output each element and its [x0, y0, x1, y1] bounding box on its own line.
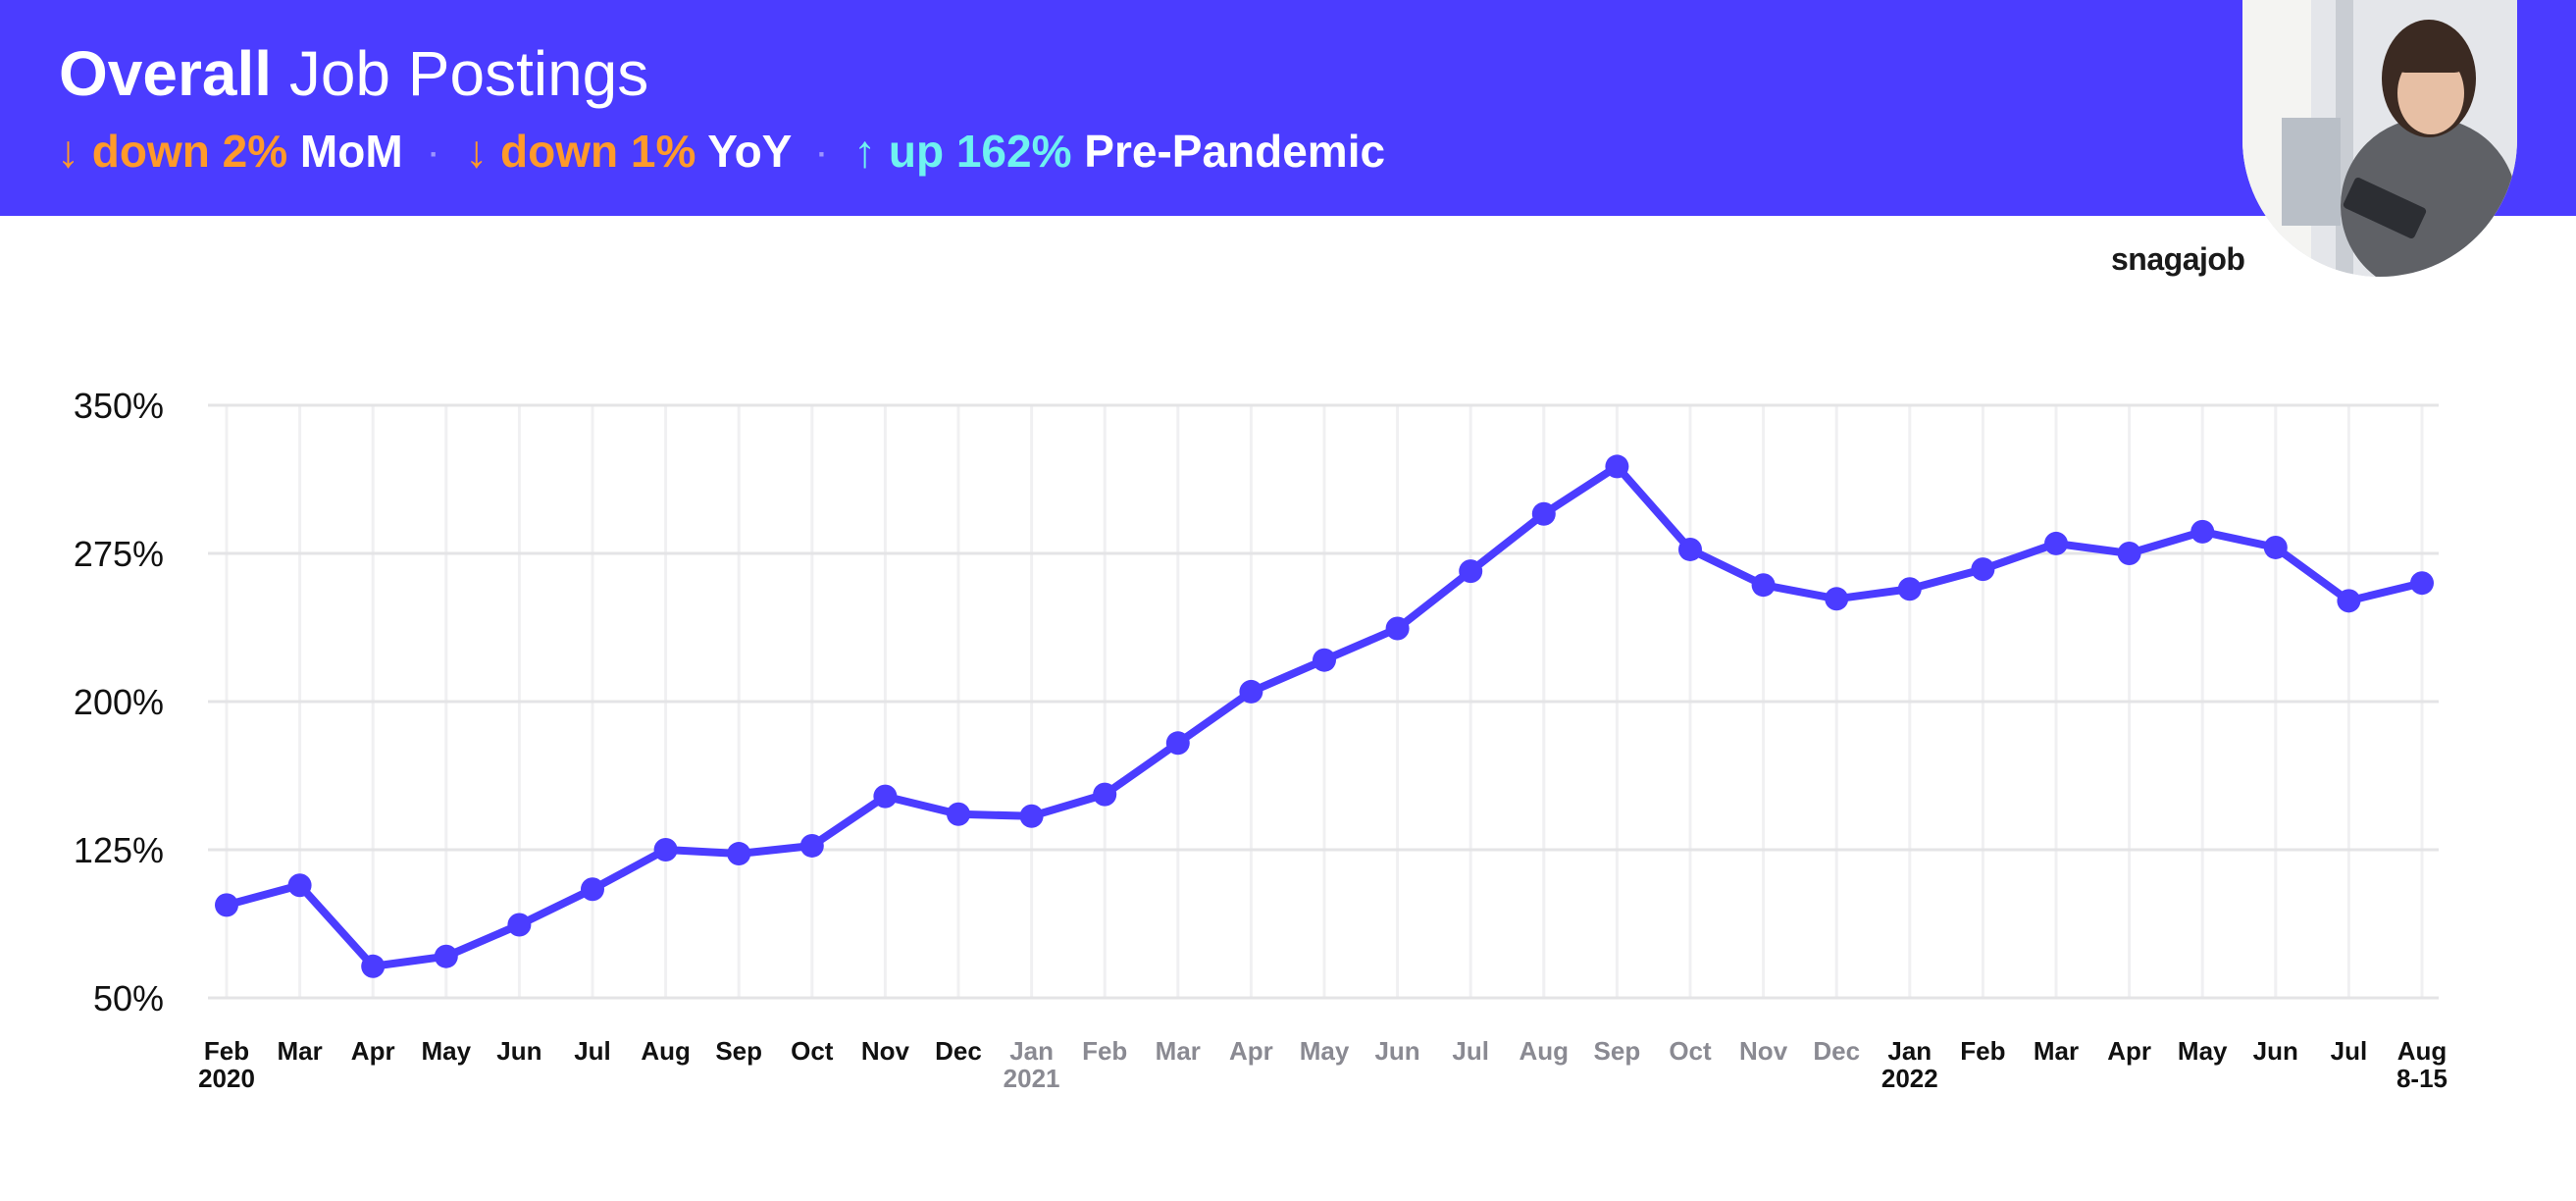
data-point: [2337, 589, 2361, 613]
y-tick-label: 275%: [74, 534, 164, 574]
up-arrow-icon: ↑: [853, 126, 877, 177]
data-point: [1093, 782, 1117, 807]
snagajob-logo: snagajob: [2111, 241, 2245, 277]
separator-dot: ·: [817, 137, 828, 171]
x-tick-label: Aug: [1520, 1036, 1570, 1066]
y-tick-label: 350%: [74, 386, 164, 426]
x-tick-label: Sep: [715, 1036, 762, 1066]
data-point: [1751, 573, 1776, 598]
x-tick-label: May: [422, 1036, 472, 1066]
data-point: [2117, 542, 2141, 565]
x-tick-label: Oct: [1669, 1036, 1712, 1066]
data-point: [361, 954, 386, 978]
x-tick-label: Mar: [2034, 1036, 2079, 1066]
data-point: [1459, 559, 1483, 584]
x-tick-label: Nov: [861, 1036, 910, 1066]
data-point: [507, 913, 532, 937]
separator-dot: ·: [429, 137, 439, 171]
data-point: [1825, 587, 1849, 611]
data-point: [1971, 557, 1995, 582]
data-point: [2410, 571, 2434, 596]
x-tick-label: Oct: [791, 1036, 834, 1066]
x-tick-label: May: [2178, 1036, 2228, 1066]
x-tick-label: Feb: [1960, 1036, 2005, 1066]
x-tick-label: Jan: [1887, 1036, 1932, 1066]
x-tick-sublabel: 8-15: [2396, 1064, 2447, 1093]
data-point: [2190, 519, 2215, 544]
person-with-tablet-photo: [2242, 0, 2517, 277]
x-tick-label: Dec: [935, 1036, 982, 1066]
data-point: [287, 873, 312, 898]
data-point: [799, 833, 824, 858]
x-tick-label: Jun: [1374, 1036, 1419, 1066]
down-arrow-icon: ↓: [57, 126, 79, 177]
stat-yoy: ↓ down 1%: [465, 126, 696, 177]
x-tick-sublabel: 2021: [1004, 1064, 1060, 1093]
title-rest: Job Postings: [288, 38, 649, 109]
x-tick-label: Sep: [1594, 1036, 1641, 1066]
stat-mom-label: MoM: [299, 126, 403, 177]
data-point: [653, 838, 678, 862]
data-point: [215, 893, 238, 917]
stats-line: ↓ down 2% MoM · ↓ down 1% YoY · ↑ up 162…: [57, 122, 1385, 184]
data-point: [581, 877, 604, 902]
stat-mom: ↓ down 2%: [57, 126, 287, 177]
x-tick-label: Feb: [204, 1036, 249, 1066]
data-point: [1897, 577, 1922, 601]
y-tick-label: 200%: [74, 682, 164, 722]
title-bold: Overall: [59, 38, 273, 109]
stat-yoy-label: YoY: [707, 126, 792, 177]
x-tick-label: Aug: [2397, 1036, 2447, 1066]
stat-prepandemic-label: Pre-Pandemic: [1084, 126, 1386, 177]
x-tick-label: Jun: [496, 1036, 541, 1066]
x-tick-label: Jan: [1009, 1036, 1054, 1066]
x-tick-label: Jun: [2253, 1036, 2298, 1066]
data-point: [727, 842, 751, 866]
data-point: [1605, 454, 1629, 479]
data-point: [2263, 535, 2288, 559]
x-tick-label: Mar: [1156, 1036, 1201, 1066]
x-tick-label: Aug: [641, 1036, 691, 1066]
x-tick-label: Jul: [574, 1036, 611, 1066]
data-point: [1165, 731, 1190, 756]
data-point: [1385, 616, 1410, 641]
data-point: [947, 802, 970, 826]
page-title: Overall Job Postings: [59, 35, 648, 112]
data-point: [873, 784, 898, 809]
data-point: [1678, 537, 1702, 561]
data-point: [1019, 804, 1044, 828]
y-tick-label: 125%: [74, 830, 164, 870]
stat-prepandemic: ↑ up 162%: [853, 126, 1071, 177]
data-point: [1531, 501, 1556, 526]
x-tick-label: Mar: [277, 1036, 322, 1066]
x-tick-label: Feb: [1082, 1036, 1127, 1066]
x-tick-label: Jul: [2331, 1036, 2368, 1066]
stat-prepandemic-value: up 162%: [888, 126, 1072, 177]
down-arrow-icon: ↓: [465, 126, 489, 177]
data-point: [2044, 531, 2068, 555]
x-tick-label: Jul: [1452, 1036, 1489, 1066]
stat-mom-value: down 2%: [91, 126, 288, 177]
x-tick-label: May: [1300, 1036, 1350, 1066]
x-tick-sublabel: 2020: [198, 1064, 255, 1093]
data-point: [434, 944, 458, 968]
header-banner: Overall Job Postings ↓ down 2% MoM · ↓ d…: [0, 0, 2576, 216]
x-tick-label: Apr: [2107, 1036, 2151, 1066]
y-tick-label: 50%: [93, 978, 164, 1018]
x-tick-sublabel: 2022: [1881, 1064, 1938, 1093]
x-tick-label: Nov: [1739, 1036, 1788, 1066]
x-tick-label: Apr: [351, 1036, 395, 1066]
x-tick-label: Apr: [1229, 1036, 1273, 1066]
x-tick-label: Dec: [1813, 1036, 1860, 1066]
data-point: [1239, 679, 1263, 704]
stat-yoy-value: down 1%: [500, 126, 696, 177]
data-point: [1313, 648, 1336, 672]
